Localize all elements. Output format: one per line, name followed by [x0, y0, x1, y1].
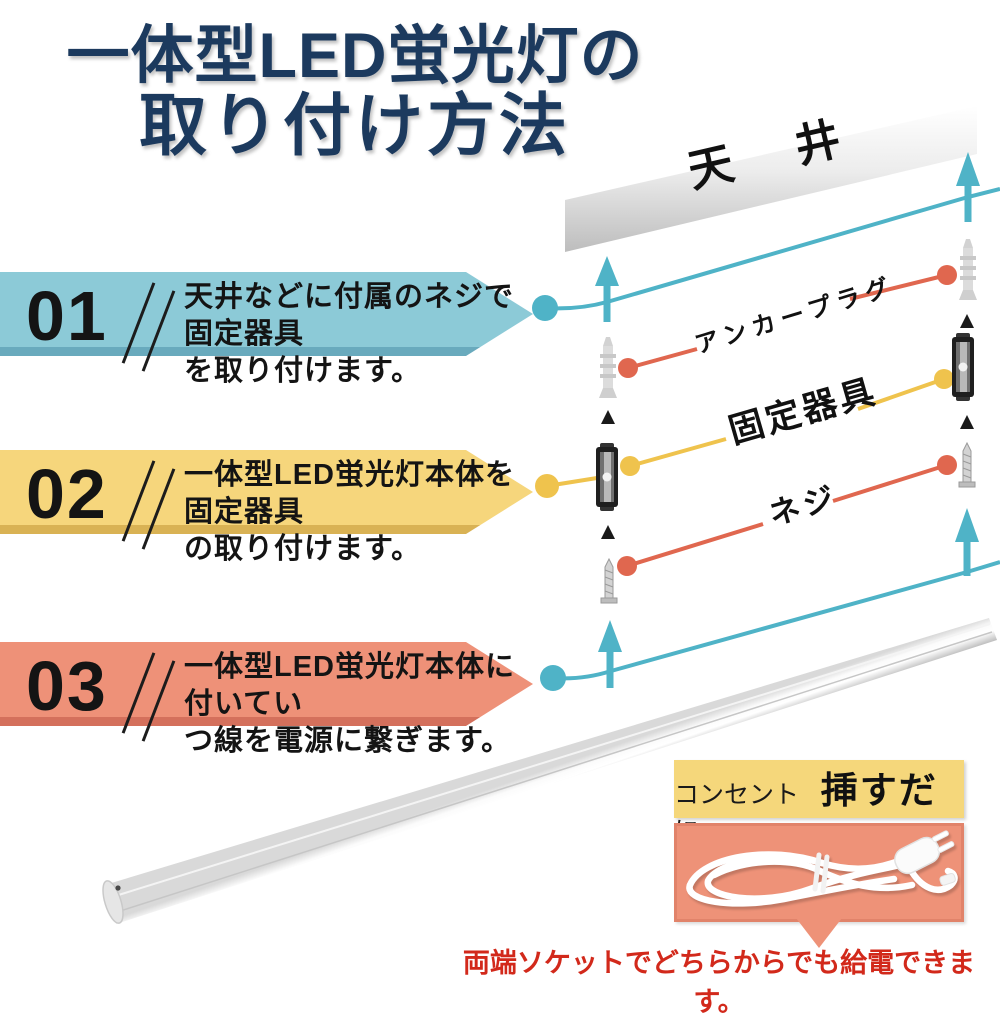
anchor-leader-lines — [627, 273, 948, 370]
screw-leader-lines — [626, 463, 948, 568]
bracket-dot-right — [934, 369, 954, 389]
led-tube-image — [102, 618, 997, 924]
step-02: 02 一体型LED蛍光灯本体を固定器具 の取り付けます。 — [0, 450, 545, 565]
step-01: 01 天井などに付属のネジで固定器具 を取り付けます。 — [0, 272, 545, 387]
power-cord-panel — [674, 823, 964, 922]
step-01-number: 01 — [26, 277, 108, 355]
guide-line-step3 — [552, 560, 1000, 681]
step-03-text-line1: 一体型LED蛍光灯本体に付いてい — [184, 651, 516, 720]
page-title-line1: 一体型LED蛍光灯の — [66, 21, 644, 91]
power-cord-icon — [686, 830, 958, 907]
step3-connector-dot — [540, 665, 566, 691]
step-02-text-line2: の取り付けます。 — [184, 533, 422, 565]
step-03-text: 一体型LED蛍光灯本体に付いてい つ線を電源に繋ぎます。 — [184, 649, 534, 760]
up-arrow-icon — [595, 152, 980, 688]
step1-connector-dot — [532, 295, 558, 321]
step-03-text-line2: つ線を電源に繋ぎます。 — [184, 725, 512, 757]
speech-pointer — [796, 918, 842, 948]
screw-dot-left — [617, 556, 637, 576]
step-03: 03 一体型LED蛍光灯本体に付いてい つ線を電源に繋ぎます。 — [0, 642, 545, 757]
page-title: 一体型LED蛍光灯の 取り付け方法 — [10, 22, 700, 163]
step2-connector-dot — [535, 474, 559, 498]
step-01-text: 天井などに付属のネジで固定器具 を取り付けます。 — [184, 279, 534, 390]
tube-end-cap — [102, 880, 124, 924]
step-01-text-line1: 天井などに付属のネジで固定器具 — [184, 281, 515, 350]
step-02-number: 02 — [26, 455, 108, 533]
page-title-line2: 取り付け方法 — [138, 88, 571, 165]
power-note: 両端ソケットでどちらからでも給電できます。 — [462, 948, 976, 1017]
bracket-dot-left — [620, 456, 640, 476]
step-03-banner — [0, 642, 533, 726]
outlet-label-box: コンセントに 挿すだけ — [674, 760, 964, 865]
anchor-plug-icon — [599, 239, 977, 398]
step-01-text-line2: を取り付けます。 — [184, 355, 422, 387]
anchor-dot-right — [937, 265, 957, 285]
anchor-dot-left — [618, 358, 638, 378]
fixing-bracket-icon — [596, 333, 974, 511]
screw-icon — [600, 441, 976, 604]
step-02-text-line1: 一体型LED蛍光灯本体を固定器具 — [184, 459, 516, 528]
step-02-text: 一体型LED蛍光灯本体を固定器具 の取り付けます。 — [184, 457, 534, 568]
step-01-banner — [0, 272, 533, 356]
step-03-number: 03 — [26, 647, 108, 725]
ceiling-band — [565, 106, 977, 252]
screw-dot-right — [937, 455, 957, 475]
step-02-banner — [0, 450, 533, 534]
direction-triangle-icon — [601, 314, 974, 539]
